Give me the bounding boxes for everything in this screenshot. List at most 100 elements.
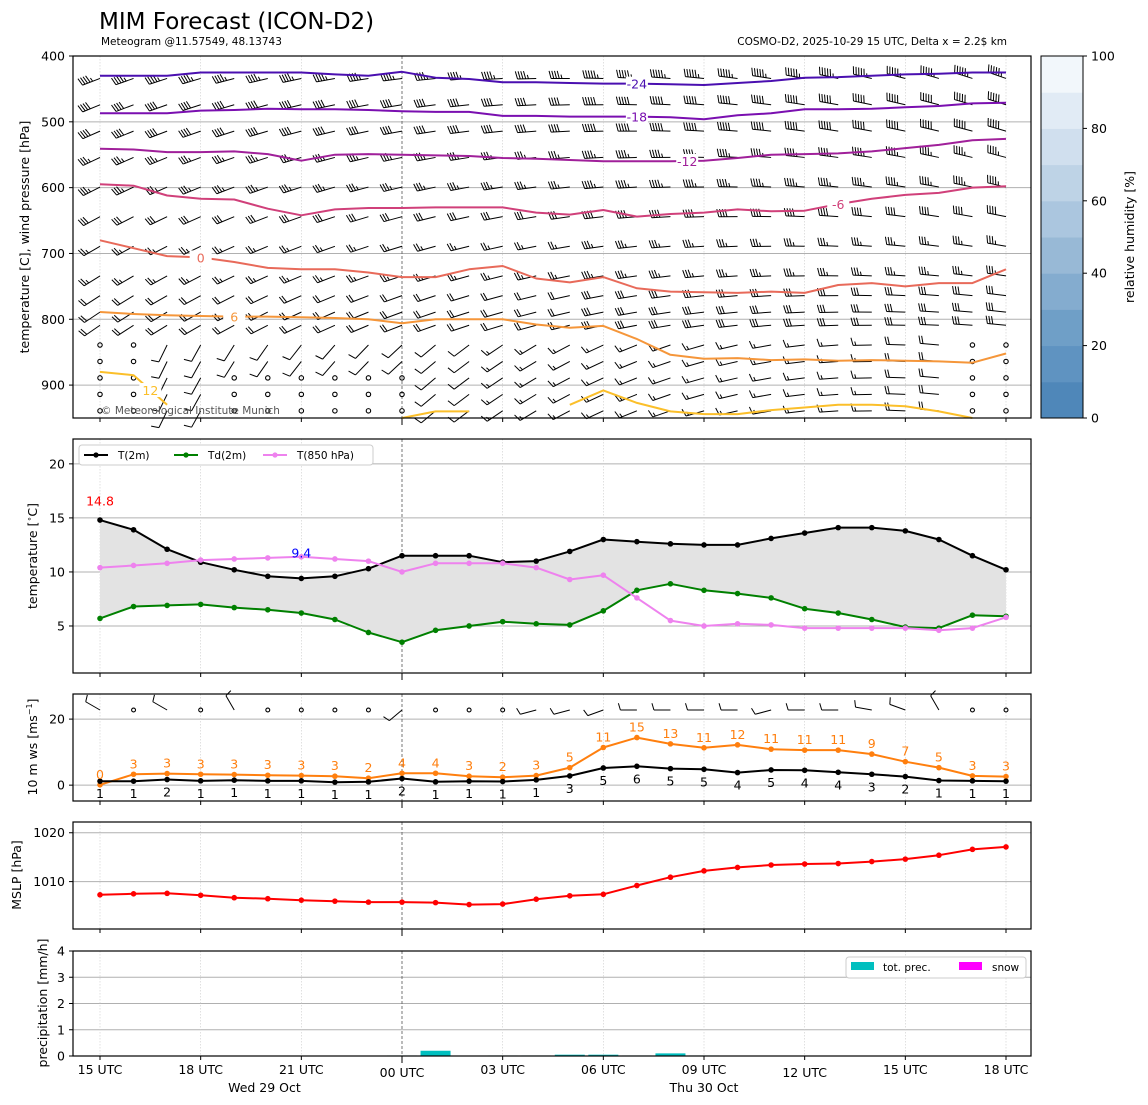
barb-feather bbox=[957, 316, 960, 325]
wind-barb bbox=[850, 337, 872, 346]
calm-circle bbox=[433, 707, 439, 713]
wind-barb bbox=[312, 73, 335, 83]
barb-feather bbox=[211, 76, 217, 84]
series-point bbox=[97, 564, 103, 571]
barb-feather bbox=[382, 126, 387, 135]
barb-feather bbox=[682, 306, 686, 315]
barb-half-feather bbox=[753, 343, 756, 349]
wind-barb bbox=[312, 324, 336, 334]
y-tick-label: 700 bbox=[41, 246, 65, 261]
colorbar-segment bbox=[1041, 273, 1083, 310]
barb-feather bbox=[279, 75, 284, 83]
barb-feather bbox=[887, 236, 890, 245]
barb-half-feather bbox=[596, 74, 599, 79]
series-point bbox=[97, 615, 103, 622]
barb-feather bbox=[623, 123, 627, 132]
barb-feather bbox=[446, 310, 452, 319]
gust-label: 11 bbox=[595, 730, 611, 745]
barb-feather bbox=[151, 359, 160, 363]
wind-barb bbox=[1003, 707, 1009, 713]
wind-barb bbox=[211, 154, 235, 165]
barb-feather bbox=[281, 101, 287, 109]
barb-feather bbox=[583, 291, 589, 299]
wind-barb bbox=[365, 375, 372, 381]
wind-barb bbox=[332, 375, 338, 381]
barb-staff bbox=[83, 216, 101, 227]
barb-staff bbox=[284, 295, 302, 304]
wind-barb bbox=[480, 309, 503, 318]
barb-feather bbox=[550, 291, 555, 300]
barb-feather bbox=[761, 122, 764, 131]
barb-feather bbox=[149, 102, 156, 110]
barb-staff bbox=[115, 104, 134, 112]
calm-circle bbox=[97, 342, 103, 348]
wind-barb bbox=[514, 181, 537, 191]
series-point bbox=[566, 622, 573, 628]
barb-staff bbox=[886, 244, 906, 247]
barb-feather bbox=[753, 94, 756, 103]
barb-feather bbox=[486, 98, 490, 107]
barb-staff bbox=[284, 311, 302, 321]
barb-feather bbox=[817, 177, 821, 186]
barb-feather bbox=[379, 274, 385, 283]
barb-staff bbox=[785, 215, 805, 218]
barb-feather bbox=[617, 703, 621, 711]
barb-feather bbox=[954, 286, 958, 295]
barb-feather bbox=[348, 324, 355, 332]
legend-marker bbox=[183, 452, 189, 458]
calm-circle bbox=[265, 408, 271, 414]
barb-staff bbox=[116, 216, 134, 226]
wind-barb bbox=[178, 185, 201, 195]
wind-barb bbox=[681, 319, 705, 329]
barb-feather bbox=[581, 123, 586, 132]
series-point bbox=[332, 556, 338, 562]
wind-barb bbox=[782, 389, 805, 398]
barb-staff bbox=[987, 125, 1007, 132]
wind-barb bbox=[514, 97, 537, 107]
series-point bbox=[466, 552, 472, 559]
series-point bbox=[533, 564, 540, 571]
wind-barb bbox=[265, 375, 271, 381]
series-point bbox=[499, 774, 506, 781]
series-point bbox=[634, 763, 640, 770]
barb-half-feather bbox=[355, 186, 359, 191]
barb-staff bbox=[316, 156, 336, 163]
wind-barb bbox=[1003, 375, 1009, 381]
wind-barb bbox=[884, 385, 906, 395]
wind-barb bbox=[514, 361, 537, 372]
barb-feather bbox=[649, 149, 653, 158]
mean-wind-label: 4 bbox=[734, 778, 742, 793]
legend-label: snow bbox=[992, 962, 1020, 974]
barb-feather bbox=[889, 317, 893, 326]
wind-barb bbox=[919, 118, 940, 132]
series-point bbox=[432, 552, 439, 559]
barb-feather bbox=[721, 178, 725, 187]
barb-staff bbox=[183, 216, 201, 225]
barb-half-feather bbox=[725, 272, 728, 277]
barb-feather bbox=[247, 155, 253, 163]
calm-circle bbox=[1003, 707, 1009, 713]
barb-half-feather bbox=[719, 377, 723, 382]
barb-feather bbox=[584, 123, 588, 132]
wind-barb bbox=[332, 391, 338, 398]
barb-feather bbox=[952, 285, 955, 294]
barb-half-feather bbox=[686, 378, 690, 383]
barb-half-feather bbox=[619, 396, 623, 401]
series-point bbox=[835, 610, 842, 616]
wind-barb bbox=[278, 126, 302, 137]
barb-half-feather bbox=[118, 279, 123, 283]
wind-barb bbox=[884, 266, 906, 277]
barb-feather bbox=[446, 213, 452, 221]
barb-staff bbox=[752, 311, 772, 314]
barb-feather bbox=[752, 268, 756, 277]
barb-staff bbox=[453, 361, 470, 374]
wind-barb bbox=[817, 237, 839, 247]
barb-feather bbox=[516, 211, 521, 220]
barb-feather bbox=[618, 96, 622, 105]
wind-barb bbox=[345, 324, 369, 333]
barb-feather bbox=[623, 179, 627, 188]
barb-feather bbox=[884, 336, 888, 345]
barb-staff bbox=[619, 344, 638, 353]
barb-staff bbox=[484, 130, 503, 134]
